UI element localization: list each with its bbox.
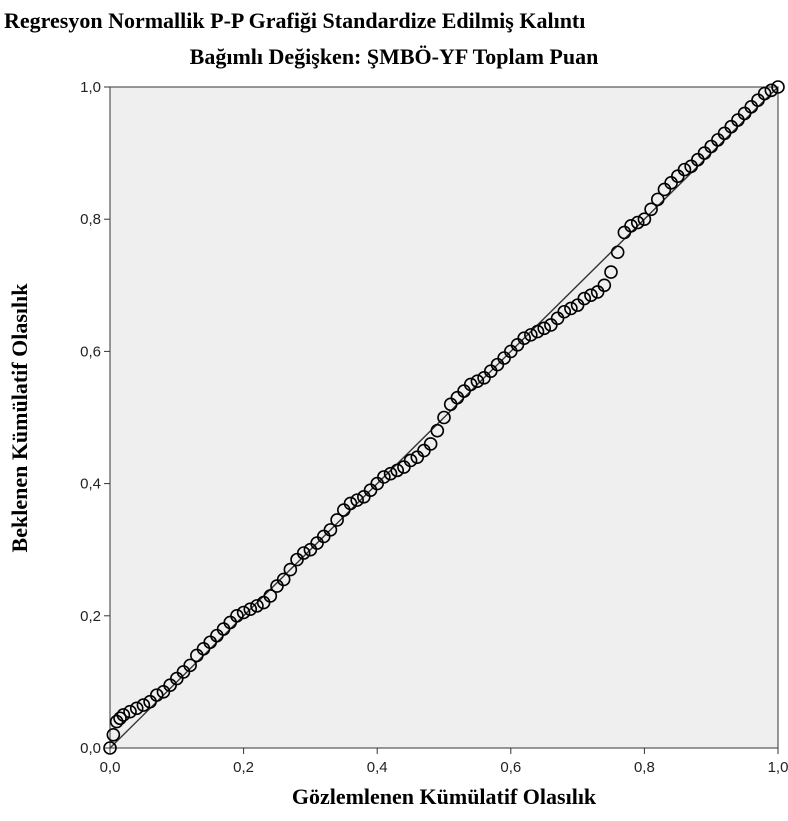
data-point <box>116 708 131 722</box>
data-point <box>771 80 785 94</box>
data-point <box>757 86 772 101</box>
reference-line-layer <box>109 86 779 749</box>
data-point <box>236 605 251 620</box>
data-point <box>123 704 137 719</box>
data-point <box>136 698 151 712</box>
x-tick-label: 0,4 <box>367 759 388 776</box>
y-tick-label: 0,0 <box>80 740 101 757</box>
y-tick-label: 0,6 <box>80 343 101 360</box>
data-point <box>296 546 311 560</box>
data-point <box>343 496 358 511</box>
x-tick-label: 0,0 <box>100 759 121 776</box>
data-point <box>113 711 127 726</box>
data-point <box>644 202 658 217</box>
data-point <box>584 288 598 303</box>
data-point <box>470 374 485 388</box>
data-point <box>630 215 645 230</box>
data-point <box>624 219 638 233</box>
data-point <box>183 658 197 673</box>
data-point <box>250 599 264 613</box>
x-tick-label: 0,2 <box>233 759 254 776</box>
title-block: Regresyon Normallik P-P Grafiği Standard… <box>0 0 788 80</box>
y-tick-label: 0,2 <box>80 608 101 625</box>
chart-subtitle: Bağımlı Değişken: ŞMBÖ-YF Toplam Puan <box>189 44 599 69</box>
y-tick-label: 1,0 <box>80 79 101 96</box>
data-point <box>263 589 278 603</box>
data-point <box>557 304 572 319</box>
data-point <box>383 466 398 481</box>
data-point <box>129 701 144 716</box>
data-point <box>564 301 578 316</box>
x-tick-label: 0,6 <box>500 759 521 776</box>
x-axis-label: Gözlemlenen Kümülatif Olasılık <box>291 784 597 809</box>
data-point <box>149 688 164 702</box>
data-point <box>403 453 418 468</box>
data-point <box>637 212 652 226</box>
data-point <box>463 377 478 392</box>
reference-line <box>109 86 779 749</box>
data-point <box>610 245 625 260</box>
y-axis-ticks: 0,0 0,2 0,4 0,6 0,8 1,0 <box>80 79 110 757</box>
data-point <box>430 423 445 438</box>
x-tick-label: 1,0 <box>768 759 788 776</box>
y-tick-label: 0,4 <box>80 476 101 493</box>
data-point <box>283 562 298 577</box>
data-point <box>677 162 692 177</box>
data-point <box>276 572 291 587</box>
data-point <box>330 513 344 527</box>
data-point <box>597 278 612 293</box>
chart-title: Regresyon Normallik P-P Grafiği Standard… <box>4 8 586 33</box>
data-point <box>530 324 545 339</box>
y-axis-label: Beklenen Kümülatif Olasılık <box>7 283 32 553</box>
data-point <box>377 470 391 484</box>
x-tick-label: 0,8 <box>634 759 655 776</box>
x-axis-ticks: 0,0 0,2 0,4 0,6 0,8 1,0 <box>100 748 788 776</box>
data-point <box>323 523 338 537</box>
data-point <box>650 192 665 207</box>
data-point <box>423 437 438 451</box>
data-point <box>350 493 364 507</box>
data-point <box>764 83 779 98</box>
data-point <box>604 265 618 279</box>
y-tick-label: 0,8 <box>80 211 101 228</box>
data-point <box>106 727 121 742</box>
data-point <box>230 608 244 623</box>
y-axis-label-wrap: Beklenen Kümülatif Olasılık <box>0 85 40 750</box>
data-point <box>243 602 258 616</box>
data-point <box>577 291 592 306</box>
data-point <box>437 410 451 425</box>
data-point <box>517 331 531 345</box>
data-point <box>390 463 405 478</box>
data-point <box>537 321 552 336</box>
data-point <box>524 328 538 342</box>
